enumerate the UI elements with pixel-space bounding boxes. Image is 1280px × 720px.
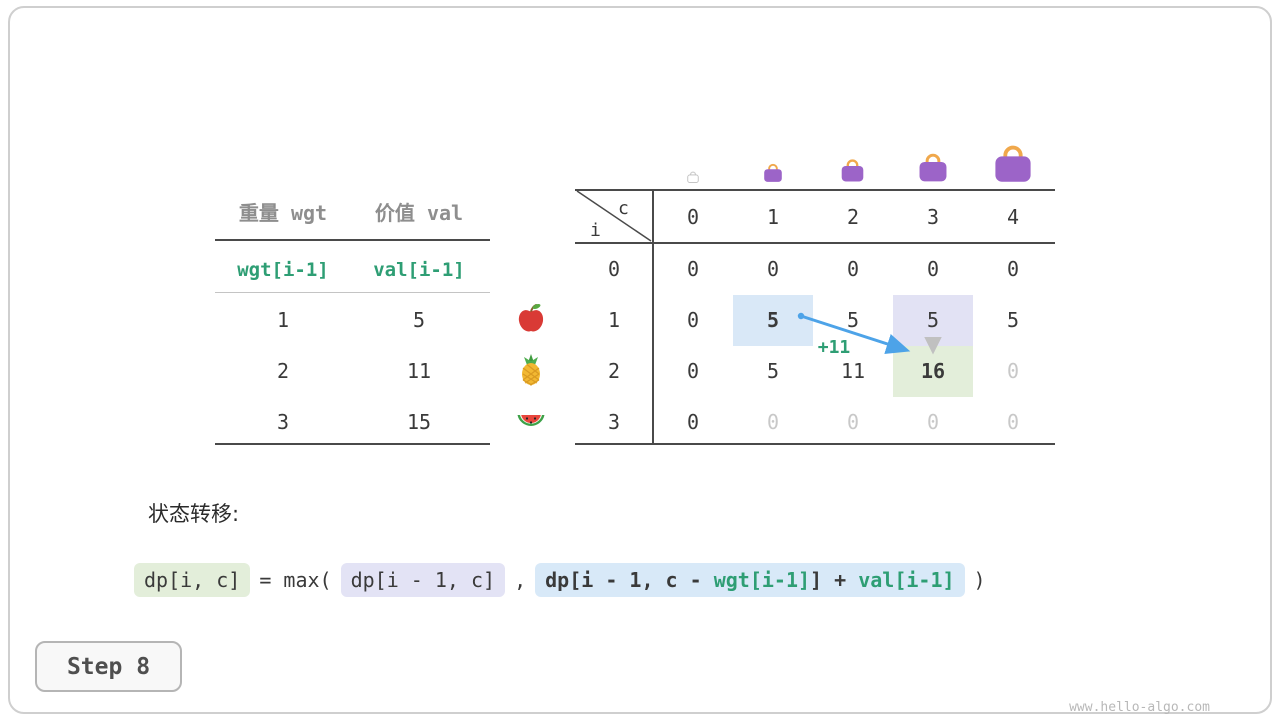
dp-table-header-rule bbox=[575, 242, 1055, 244]
formula-arg2-part1: dp[i - 1, c - bbox=[545, 568, 714, 592]
item-2-weight: 2 bbox=[276, 359, 290, 383]
dp-col-header-3: 3 bbox=[926, 205, 940, 229]
dp-cell-2-4: 0 bbox=[1006, 359, 1020, 383]
watermark: www.hello-algo.com bbox=[1069, 700, 1210, 715]
state-transition-label: 状态转移: bbox=[148, 502, 240, 526]
dp-col-header-0: 0 bbox=[686, 205, 700, 229]
transition-add-value-label: +11 bbox=[817, 337, 851, 358]
items-table-bottom-rule bbox=[215, 443, 490, 445]
dp-cell-3-1: 0 bbox=[766, 410, 780, 434]
apple-icon bbox=[515, 302, 547, 334]
formula-lhs: dp[i, c] bbox=[134, 563, 251, 597]
formula-arg2-val: val[i-1] bbox=[858, 568, 955, 592]
formula-arg2-wgt: wgt[i-1] bbox=[713, 568, 811, 592]
dp-cell-3-0: 0 bbox=[686, 410, 700, 434]
item-2-value: 11 bbox=[406, 359, 432, 383]
bag-capacity-3-icon bbox=[916, 151, 950, 183]
dp-col-header-1: 1 bbox=[766, 205, 780, 229]
item-1-value: 5 bbox=[412, 308, 426, 332]
formula-comma: , bbox=[514, 568, 527, 592]
formula-arg2-part2: ] + bbox=[810, 568, 859, 592]
dp-cell-2-3: 16 bbox=[920, 359, 946, 383]
dp-table-bottom-rule bbox=[575, 443, 1055, 445]
item-1-weight: 1 bbox=[276, 308, 290, 332]
pineapple-icon bbox=[515, 354, 547, 386]
dp-cell-0-0: 0 bbox=[686, 257, 700, 281]
dp-cell-0-4: 0 bbox=[1006, 257, 1020, 281]
dp-table-top-rule bbox=[575, 189, 1055, 191]
dp-cell-2-0: 0 bbox=[686, 359, 700, 383]
dp-highlight-target-cell bbox=[893, 346, 973, 397]
formula-arg2: dp[i - 1, c - wgt[i-1]] + val[i-1] bbox=[535, 563, 965, 597]
dp-cell-1-1: 5 bbox=[766, 308, 780, 332]
bag-capacity-0-icon bbox=[686, 170, 700, 184]
dp-cell-2-1: 5 bbox=[766, 359, 780, 383]
dp-cell-1-3: 5 bbox=[926, 308, 940, 332]
bag-capacity-4-icon bbox=[991, 142, 1035, 184]
dp-cell-0-3: 0 bbox=[926, 257, 940, 281]
state-transition-formula: dp[i, c] = max( dp[i - 1, c] , dp[i - 1,… bbox=[134, 563, 986, 597]
dp-row-header-3: 3 bbox=[607, 410, 621, 434]
dp-cell-2-2: 11 bbox=[840, 359, 866, 383]
dp-col-header-4: 4 bbox=[1006, 205, 1020, 229]
dp-corner-row-label: i bbox=[590, 220, 601, 241]
dp-row-header-0: 0 bbox=[607, 257, 621, 281]
item-3-value: 15 bbox=[406, 410, 432, 434]
dp-cell-1-4: 5 bbox=[1006, 308, 1020, 332]
dp-highlight-source-cell bbox=[733, 295, 813, 346]
formula-operator: = max( bbox=[259, 568, 332, 592]
dp-cell-3-4: 0 bbox=[1006, 410, 1020, 434]
dp-corner-col-label: c bbox=[618, 198, 629, 219]
step-badge: Step 8 bbox=[35, 641, 182, 692]
formula-arg1: dp[i - 1, c] bbox=[340, 563, 506, 597]
items-table-top-rule bbox=[215, 239, 490, 241]
dp-table-vertical-rule bbox=[652, 189, 654, 445]
dp-row-header-2: 2 bbox=[607, 359, 621, 383]
dp-cell-0-1: 0 bbox=[766, 257, 780, 281]
items-val-formula: val[i-1] bbox=[373, 259, 465, 281]
bag-capacity-2-icon bbox=[839, 157, 866, 183]
items-col-header-weight: 重量 wgt bbox=[238, 200, 328, 225]
items-col-header-value: 价值 val bbox=[374, 200, 464, 225]
formula-close-paren: ) bbox=[973, 568, 986, 592]
dp-cell-3-2: 0 bbox=[846, 410, 860, 434]
dp-row-header-1: 1 bbox=[607, 308, 621, 332]
dp-cell-1-0: 0 bbox=[686, 308, 700, 332]
bag-capacity-1-icon bbox=[762, 162, 784, 183]
dp-cell-3-3: 0 bbox=[926, 410, 940, 434]
items-table-mid-rule bbox=[215, 292, 490, 293]
item-3-weight: 3 bbox=[276, 410, 290, 434]
dp-cell-0-2: 0 bbox=[846, 257, 860, 281]
watermelon-icon bbox=[515, 405, 547, 437]
dp-col-header-2: 2 bbox=[846, 205, 860, 229]
items-wgt-formula: wgt[i-1] bbox=[237, 259, 329, 281]
